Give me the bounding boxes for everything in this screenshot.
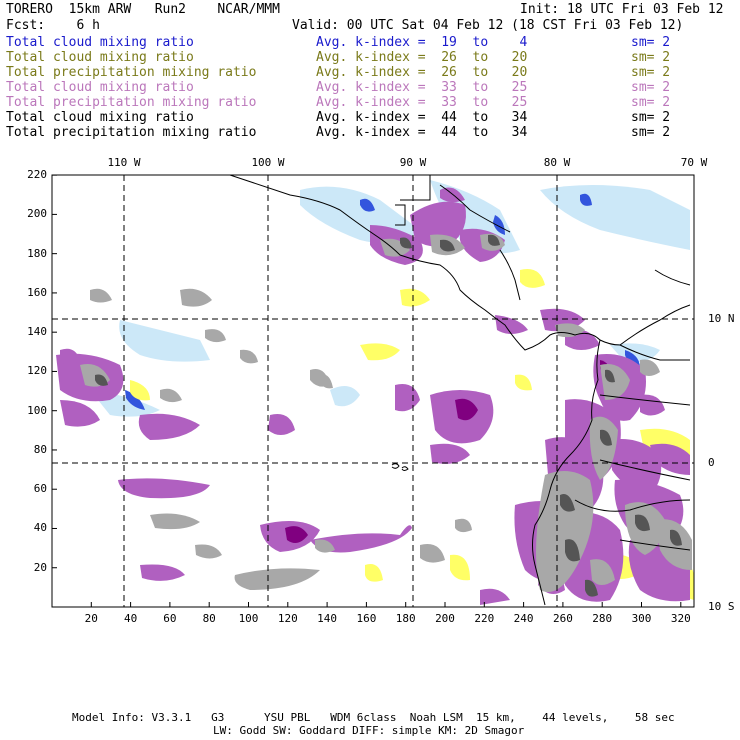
valid-time: Valid: 00 UTC Sat 04 Feb 12 (18 CST Fri … bbox=[292, 18, 684, 33]
legend-row: Total cloud mixing ratio Avg. k-index = 1… bbox=[6, 35, 736, 50]
legend-field: Total cloud mixing ratio bbox=[6, 80, 194, 95]
init-time: Init: 18 UTC Fri 03 Feb 12 bbox=[520, 2, 724, 17]
legend-kindex: Avg. k-index = 44 to 34 bbox=[316, 110, 528, 125]
legend-field: Total cloud mixing ratio bbox=[6, 110, 194, 125]
y-tick-label: 100 bbox=[27, 403, 47, 417]
legend-field: Total precipitation mixing ratio bbox=[6, 95, 257, 110]
y-tick-label: 220 bbox=[27, 168, 47, 182]
x-tick-label: 160 bbox=[356, 612, 377, 625]
legend-sm: sm= 2 bbox=[631, 65, 671, 80]
x-tick-label: 260 bbox=[552, 612, 573, 625]
legend-kindex: Avg. k-index = 33 to 25 bbox=[316, 80, 528, 95]
x-tick-label: 240 bbox=[513, 612, 534, 625]
legend-row: Total precipitation mixing ratio Avg. k-i… bbox=[6, 125, 736, 140]
legend-field: Total cloud mixing ratio bbox=[6, 35, 194, 50]
legend-row: Total cloud mixing ratio Avg. k-index = 3… bbox=[6, 80, 736, 95]
field-layer bbox=[56, 175, 694, 606]
legend-kindex: Avg. k-index = 26 to 20 bbox=[316, 50, 528, 65]
x-tick-label: 80 bbox=[202, 612, 216, 625]
coastlines bbox=[229, 175, 691, 606]
map-frame bbox=[51, 174, 695, 608]
longitude-label: 70 W bbox=[680, 156, 708, 169]
legend-row: Total precipitation mixing ratio Avg. k-i… bbox=[6, 95, 736, 110]
longitude-label: 100 W bbox=[251, 156, 285, 169]
dark-gray-precip-areas bbox=[95, 234, 682, 597]
lat-lon-grid bbox=[52, 175, 694, 607]
x-tick-label: 220 bbox=[474, 612, 495, 625]
purple-cloud-areas bbox=[56, 187, 690, 605]
y-tick-label: 140 bbox=[27, 325, 47, 339]
x-tick-label: 60 bbox=[163, 612, 177, 625]
y-tick-label: 200 bbox=[27, 207, 47, 221]
x-tick-label: 300 bbox=[631, 612, 652, 625]
y-tick-label: 80 bbox=[33, 442, 47, 456]
legend-sm: sm= 2 bbox=[631, 125, 671, 140]
model-info-line1: Model Info: V3.3.1 G3 YSU PBL WDM 6class… bbox=[72, 711, 675, 724]
legend-kindex: Avg. k-index = 26 to 20 bbox=[316, 65, 528, 80]
axis-ticks bbox=[52, 174, 682, 607]
x-tick-label: 180 bbox=[395, 612, 416, 625]
legend-sm: sm= 2 bbox=[631, 110, 671, 125]
forecast-hour: Fcst: 6 h bbox=[6, 18, 100, 33]
x-tick-label: 320 bbox=[670, 612, 691, 625]
legend-kindex: Avg. k-index = 19 to 4 bbox=[316, 35, 528, 50]
latitude-label: 10 N bbox=[708, 312, 735, 325]
legend-row: Total cloud mixing ratio Avg. k-index = 2… bbox=[6, 50, 736, 65]
x-tick-label: 140 bbox=[317, 612, 338, 625]
blue-cloud-areas bbox=[125, 193, 640, 410]
x-tick-label: 120 bbox=[277, 612, 298, 625]
legend-sm: sm= 2 bbox=[631, 95, 671, 110]
longitude-label: 110 W bbox=[107, 156, 141, 169]
x-tick-label: 100 bbox=[238, 612, 259, 625]
x-tick-label: 40 bbox=[123, 612, 138, 625]
legend-kindex: Avg. k-index = 44 to 34 bbox=[316, 125, 528, 140]
y-tick-label: 40 bbox=[33, 521, 47, 535]
y-tick-label: 120 bbox=[27, 364, 47, 378]
latitude-label: 0 bbox=[708, 456, 715, 469]
legend-kindex: Avg. k-index = 33 to 25 bbox=[316, 95, 528, 110]
latitude-label: 10 S bbox=[708, 600, 735, 613]
legend-field: Total precipitation mixing ratio bbox=[6, 125, 257, 140]
x-tick-label: 200 bbox=[435, 612, 455, 625]
y-tick-label: 160 bbox=[27, 285, 47, 299]
legend-field: Total precipitation mixing ratio bbox=[6, 65, 257, 80]
legend-field: Total cloud mixing ratio bbox=[6, 50, 194, 65]
legend-sm: sm= 2 bbox=[631, 80, 671, 95]
model-info-line2: LW: Godd SW: Goddard DIFF: simple KM: 2D… bbox=[213, 724, 525, 737]
x-tick-label: 280 bbox=[592, 612, 613, 625]
legend-sm: sm= 2 bbox=[631, 35, 671, 50]
model-title: TORERO 15km ARW Run2 NCAR/MMM bbox=[6, 2, 280, 17]
x-tick-label: 20 bbox=[84, 612, 98, 625]
y-tick-label: 180 bbox=[27, 246, 47, 260]
longitude-label: 80 W bbox=[543, 156, 571, 169]
y-tick-label: 20 bbox=[33, 560, 47, 574]
y-tick-label: 60 bbox=[33, 482, 47, 496]
legend-row: Total cloud mixing ratio Avg. k-index = 4… bbox=[6, 110, 736, 125]
longitude-label: 90 W bbox=[399, 156, 427, 169]
legend-row: Total precipitation mixing ratio Avg. k-i… bbox=[6, 65, 736, 80]
legend-sm: sm= 2 bbox=[631, 50, 671, 65]
